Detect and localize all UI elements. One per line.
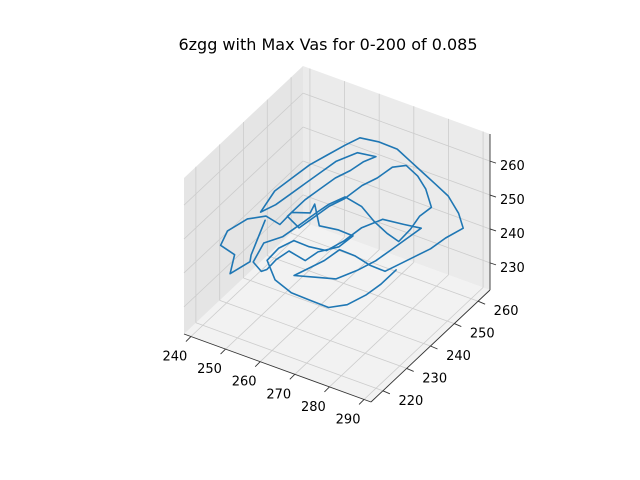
- grid-line-z-left: [183, 92, 304, 206]
- z-tick-mark: [489, 262, 497, 266]
- grid-line-y-floor: [219, 300, 407, 369]
- grid-line-y-floor: [290, 232, 479, 302]
- x-tick-mark: [324, 386, 330, 393]
- grid-line-z-left: [183, 126, 304, 240]
- grid-line-z-back: [302, 160, 491, 230]
- x-tick-label: 270: [266, 387, 291, 402]
- z-tick-label: 230: [500, 261, 525, 276]
- x-tick-mark: [220, 348, 226, 355]
- chart-title: 6zgg with Max Vas for 0-200 of 0.085: [178, 35, 477, 54]
- series-line-0: [219, 137, 465, 309]
- x-tick-label: 280: [301, 400, 326, 415]
- x-tick-mark: [289, 373, 296, 380]
- grid-line-z-left: [183, 194, 304, 308]
- z-tick-label: 250: [500, 193, 525, 208]
- axis-ticks: 240 250 260 270 280 290 220 230 240 250 260 230 240 2…: [163, 159, 525, 427]
- x-tick-label: 290: [336, 412, 361, 427]
- x-tick-label: 260: [232, 375, 257, 390]
- y-tick-mark: [430, 345, 438, 350]
- grid-line-y-floor: [243, 277, 431, 347]
- y-tick-mark: [454, 323, 462, 328]
- x-axis-line: [183, 333, 372, 403]
- y-tick-label: 220: [398, 394, 423, 409]
- x-tick-mark: [358, 399, 365, 405]
- z-tick-mark: [489, 160, 497, 164]
- grid-line-z-left: [183, 160, 304, 274]
- z-tick-label: 260: [500, 159, 525, 174]
- y-tick-label: 260: [494, 304, 519, 319]
- y-tick-mark: [406, 367, 414, 372]
- x-tick-label: 240: [163, 350, 188, 365]
- z-tick-mark: [489, 194, 497, 198]
- x-tick-mark: [254, 361, 261, 368]
- grid-line-z-back: [302, 126, 491, 196]
- grid-line-z-back: [302, 92, 491, 162]
- grid-line-y-floor: [267, 255, 455, 324]
- grid-line-y-floor: [195, 322, 384, 392]
- z-tick-label: 240: [500, 227, 525, 242]
- series-layer: [219, 137, 465, 309]
- grid-lines: [183, 68, 491, 400]
- y-tick-label: 240: [446, 349, 471, 364]
- y-tick-mark: [477, 300, 486, 305]
- y-tick-label: 230: [422, 371, 447, 386]
- x-tick-mark: [185, 336, 192, 342]
- y-tick-label: 250: [470, 327, 495, 342]
- x-tick-label: 250: [197, 362, 222, 377]
- grid-line-z-back: [302, 194, 491, 264]
- y-tick-mark: [382, 390, 391, 395]
- z-tick-mark: [489, 228, 497, 232]
